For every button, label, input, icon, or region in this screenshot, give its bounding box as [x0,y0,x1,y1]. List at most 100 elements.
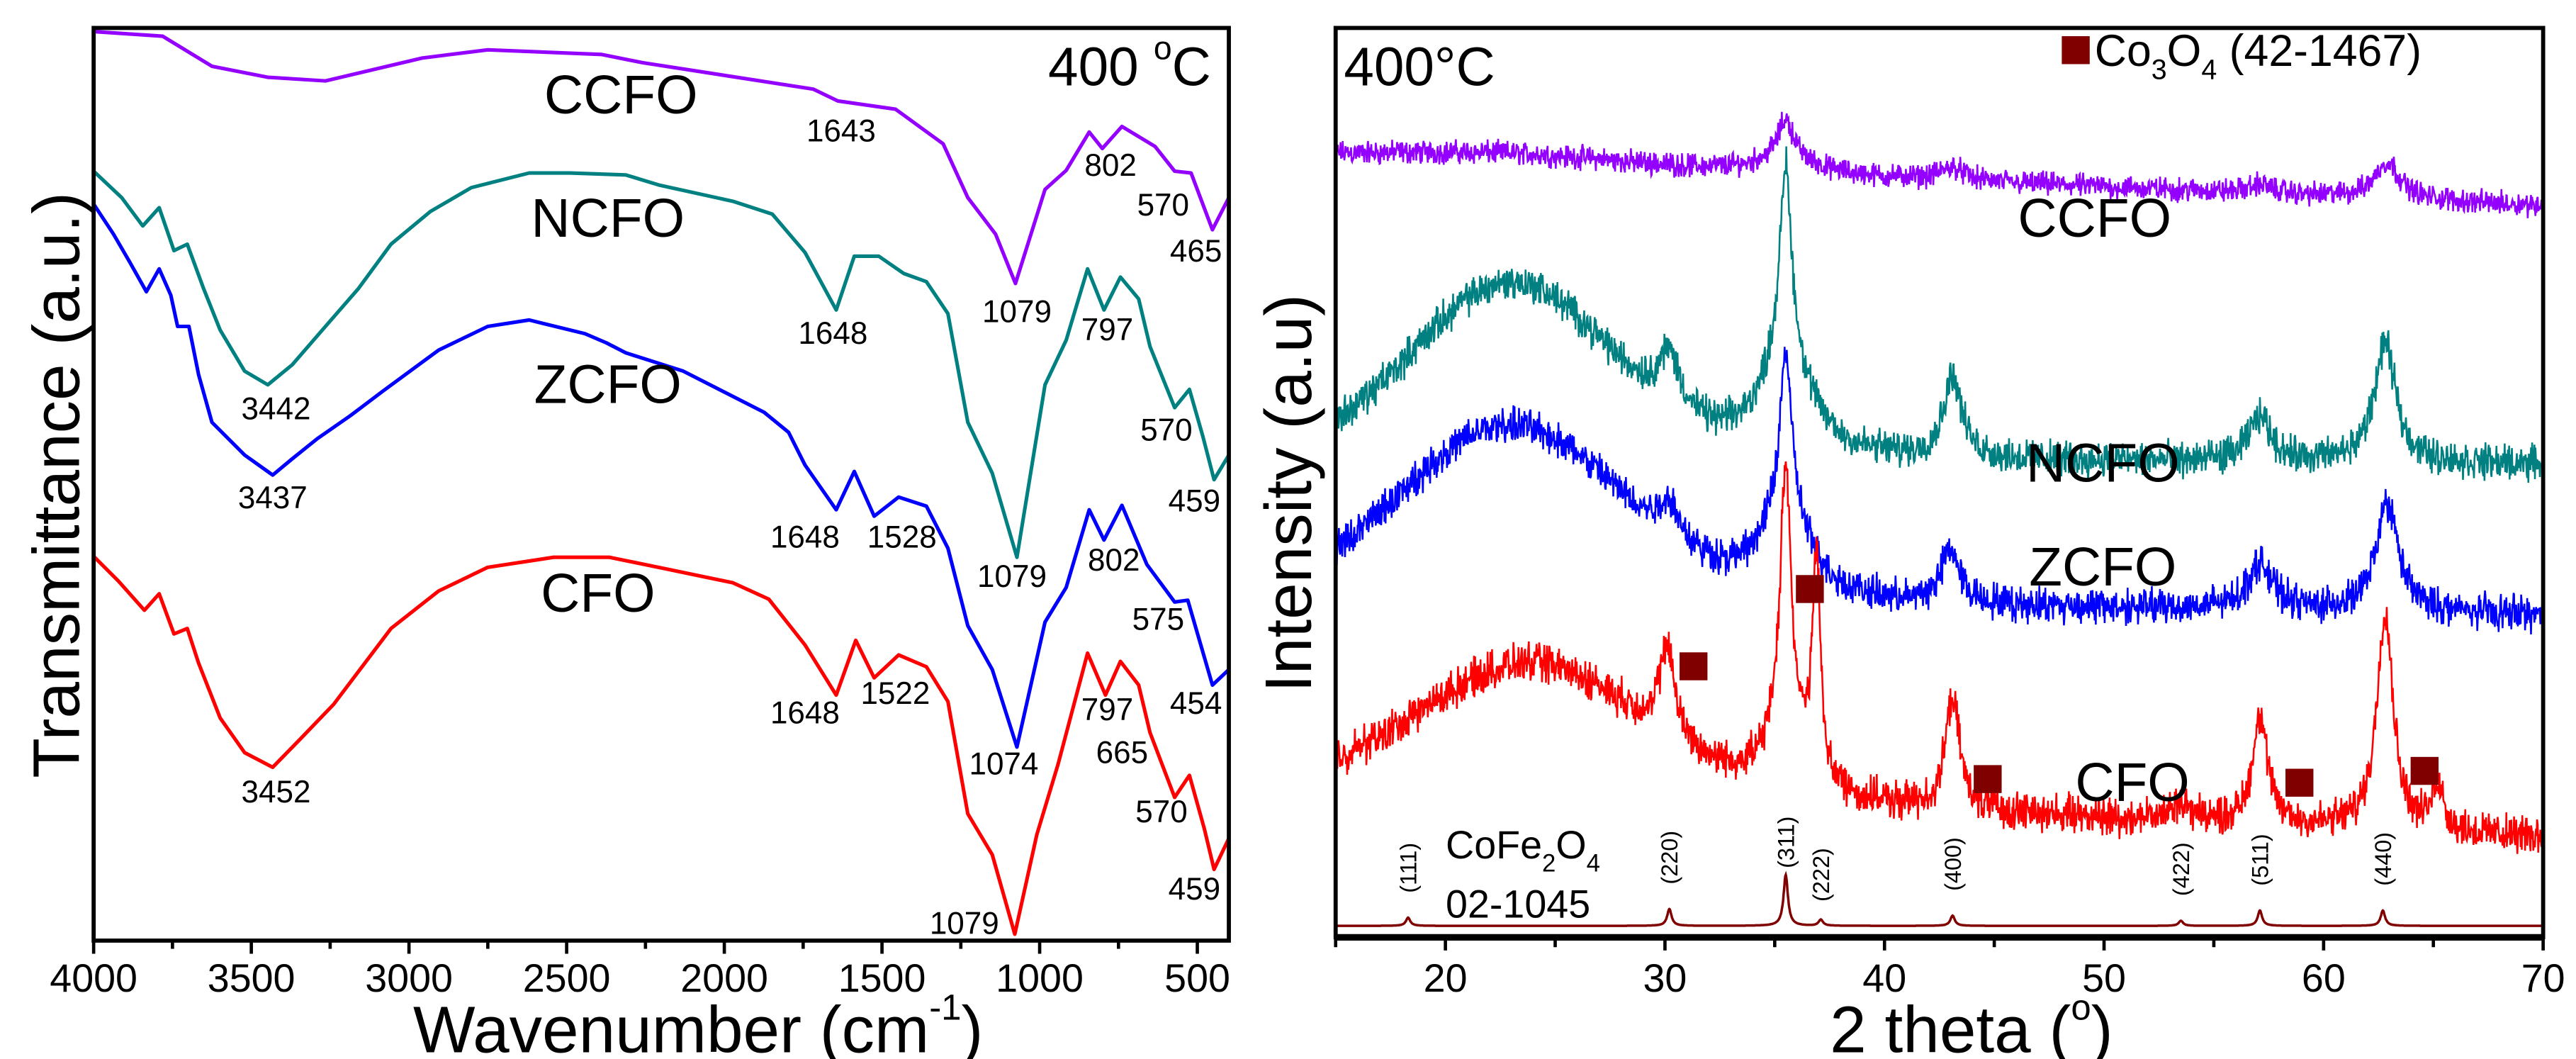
series-line-ccfo [93,29,1231,286]
reference-card-number: 02-1045 [1446,882,1590,926]
x-axis-title-tail: ) [2091,993,2113,1059]
peak-label: 1079 [930,907,999,941]
formula-part: CoFe [1446,823,1542,867]
xrd-panel: (111) (220) (311) (222) (400) (422) (511) (440)… [1252,26,2565,1059]
x-tick-label: 1500 [838,956,926,1000]
formula-part: Co [2095,26,2152,76]
ftir-panel: 4000 3500 3000 2500 2000 1500 1000 500CCFONCFOZ… [19,26,1231,1059]
x-tick-label: 2500 [523,956,611,1000]
peak-label: 465 [1170,234,1222,269]
x-tick-label: 1000 [996,956,1084,1000]
formula-part: O [1556,823,1586,867]
x-tick-label: 4000 [50,956,137,1000]
annotation-value: 400 [1048,38,1154,98]
peak-label: 3442 [241,392,310,427]
peak-label: 1648 [770,696,840,731]
sample-label: ZCFO [2029,537,2176,598]
hkl-label: (511) [2248,834,2273,885]
hkl-label: (440) [2370,832,2396,886]
peak-label: 665 [1096,735,1148,770]
x-tick-label: 20 [1424,956,1468,1000]
legend-label: Co3O4 (42-1467) [2095,26,2422,86]
x-tick-label: 3500 [208,956,296,1000]
x-tick-label: 50 [2082,956,2126,1000]
temperature-annotation: 400 oC [1048,30,1211,98]
degree-symbol: o [2071,987,2091,1027]
peak-label: 459 [1169,483,1220,518]
series-line-zcfo [92,203,1230,749]
x-tick-label: 30 [1643,956,1687,1000]
peak-label: 802 [1084,148,1136,183]
legend-card-number: (42-1467) [2217,26,2422,76]
x-axis-title: 2 theta (o) [1830,987,2113,1059]
sample-label: CCFO [2018,189,2171,249]
peak-label: 1522 [860,676,930,711]
peak-label: 570 [1137,188,1189,223]
series-line-cfo [92,555,1231,936]
peak-label: 1079 [977,559,1047,594]
legend-marker-icon [2062,36,2090,65]
series-line-cfo [1334,461,2544,854]
hkl-label: (400) [1940,837,1966,891]
peak-label: 1079 [982,295,1052,330]
reference-pattern-line [1335,870,2543,927]
peak-label: 1648 [770,520,840,555]
peak-label: 1648 [798,316,867,351]
formula-subscript: 2 [1542,851,1556,878]
sample-label: ZCFO [534,354,682,415]
temperature-annotation: 400°C [1344,38,1495,98]
peak-label: 3452 [241,775,310,809]
co3o4-marker-icon [2285,768,2314,797]
peak-label: 570 [1140,413,1192,448]
sample-label: CCFO [544,65,698,125]
peak-label: 570 [1135,795,1187,829]
series-line-ncfo [1334,146,2544,483]
plot-frame [91,26,1231,943]
formula-subscript: 3 [2152,54,2167,85]
peak-label: 575 [1132,602,1184,637]
sample-label: NCFO [531,189,685,249]
series-line-ncfo [92,169,1231,559]
co3o4-marker-icon [2410,756,2439,785]
formula-subscript: 4 [1587,851,1600,878]
x-tick-label: 40 [1862,956,1906,1000]
y-axis-title: Intensity (a.u) [1252,294,1325,693]
peak-label: 1643 [806,113,876,148]
co3o4-marker-icon [1679,652,1708,680]
formula-part: O [2167,26,2202,76]
annotation-unit: C [1172,38,1211,98]
x-tick-label: 3000 [365,956,453,1000]
co3o4-marker-icon [1796,575,1824,603]
plot-frame [1333,26,2546,940]
hkl-label: (311) [1773,817,1799,868]
hkl-label: (111) [1396,843,1422,893]
sample-label: CFO [2075,753,2189,813]
peak-label: 1528 [867,520,937,555]
x-tick-label: 2000 [680,956,768,1000]
x-axis-title: Wavenumber (cm-1) [413,987,983,1059]
peak-label: 797 [1081,693,1133,727]
x-tick-label: 70 [2521,956,2565,1000]
y-axis-title: Transmittance (a.u.) [19,192,93,778]
x-axis-title-text: 2 theta ( [1830,993,2071,1059]
co3o4-marker-icon [1974,765,2002,793]
hkl-label: (222) [1809,848,1834,902]
degree-symbol: o [1154,30,1172,67]
x-axis-title-text: Wavenumber (cm [413,993,929,1059]
x-tick-label: 500 [1164,956,1230,1000]
reference-formula: CoFe2O4 [1446,823,1600,878]
peak-label: 459 [1169,872,1220,907]
peak-label: 3437 [238,481,308,515]
hkl-label: (220) [1657,831,1682,885]
peak-label: 454 [1170,686,1222,721]
x-tick-label: 60 [2302,956,2346,1000]
x-axis-title-superscript: -1 [929,987,961,1027]
hkl-label: (422) [2169,842,2194,896]
x-axis-title-tail: ) [962,993,984,1059]
sample-label: CFO [541,564,655,624]
series-line-zcfo [1334,347,2544,635]
formula-subscript: 4 [2201,54,2217,85]
peak-label: 797 [1081,313,1133,347]
peak-label: 1074 [969,747,1038,782]
